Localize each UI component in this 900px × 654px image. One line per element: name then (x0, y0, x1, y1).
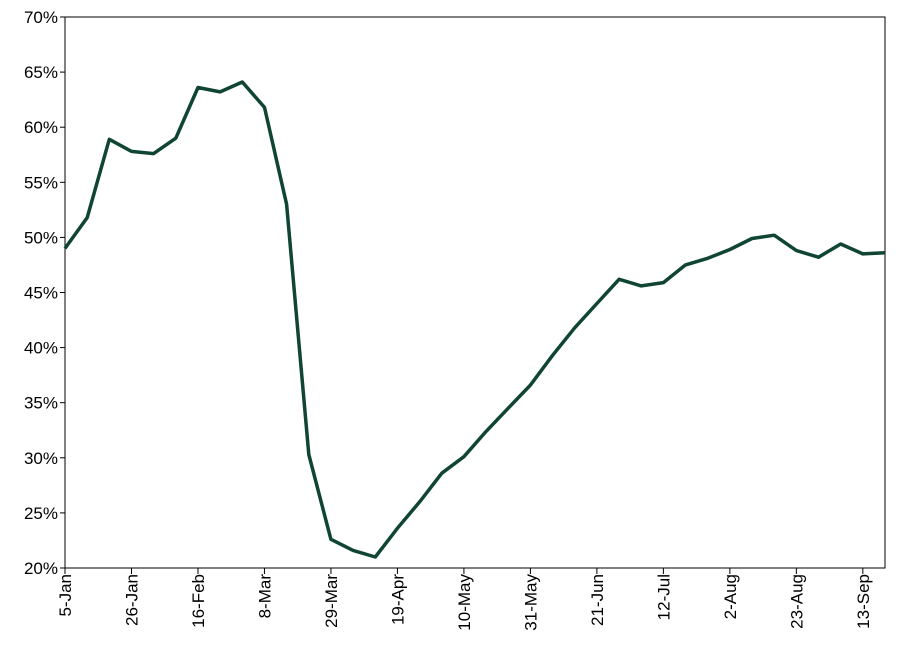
x-tick-label: 29-Mar (322, 574, 341, 628)
y-tick-label: 30% (24, 449, 58, 468)
y-tick-label: 55% (24, 173, 58, 192)
x-tick-label: 5-Jan (56, 574, 75, 617)
x-tick-label: 23-Aug (787, 574, 806, 629)
y-tick-label: 40% (24, 339, 58, 358)
x-tick-label: 8-Mar (255, 574, 274, 619)
y-tick-label: 65% (24, 63, 58, 82)
x-tick-label: 19-Apr (388, 574, 407, 625)
x-tick-label: 12-Jul (654, 574, 673, 620)
x-tick-label: 10-May (455, 574, 474, 631)
y-tick-label: 35% (24, 394, 58, 413)
x-tick-label: 26-Jan (122, 574, 141, 626)
x-tick-label: 13-Sep (854, 574, 873, 629)
y-tick-label: 70% (24, 8, 58, 27)
x-tick-label: 2-Aug (721, 574, 740, 619)
y-tick-label: 20% (24, 559, 58, 578)
series-line (63, 80, 886, 559)
y-tick-label: 60% (24, 118, 58, 137)
x-axis: 5-Jan 26-Jan 16-Feb 8-Mar 29-Mar 19-Apr 10-May… (56, 568, 873, 631)
series-layer (63, 80, 886, 559)
y-tick-label: 25% (24, 504, 58, 523)
y-axis: 20% 25% 30% 35% 40% 45% 50% 55% 60% 65% 70% (24, 8, 65, 578)
y-tick-label: 45% (24, 284, 58, 303)
plot-area-border (64, 16, 886, 569)
x-tick-label: 16-Feb (189, 574, 208, 628)
x-tick-label: 31-May (521, 574, 540, 631)
x-tick-label: 21-Jun (588, 574, 607, 626)
y-tick-label: 50% (24, 228, 58, 247)
